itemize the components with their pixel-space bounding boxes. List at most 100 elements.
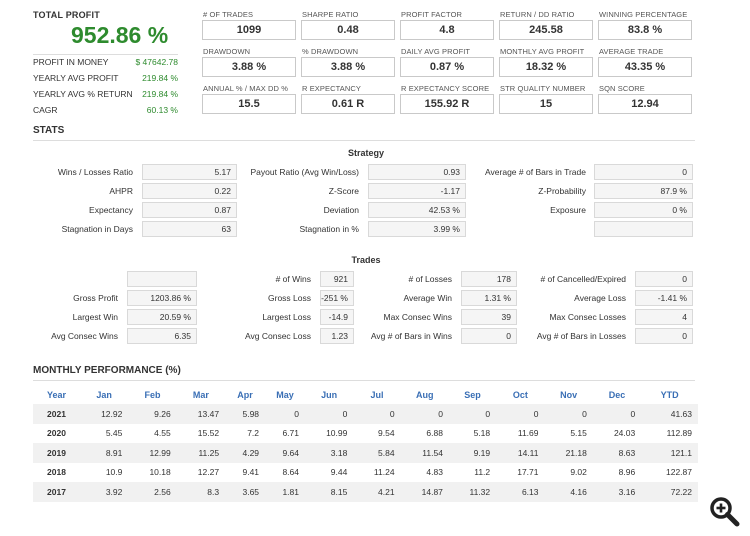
metric-sqn-score: SQN SCORE 12.94 xyxy=(598,84,692,114)
table-cell: 8.91 xyxy=(80,443,129,463)
stat-value: 6.35 xyxy=(127,328,197,344)
metric-value: 3.88 % xyxy=(202,57,296,77)
metric-value: 15.5 xyxy=(202,94,296,114)
table-row: 2021 12.92 9.26 13.47 5.98 0 0 0 0 0 0 0 0 41.63 xyxy=(33,404,698,424)
stat-value: 1203.86 % xyxy=(127,290,197,306)
stat-value: 0 % xyxy=(594,202,693,218)
stat-label: Deviation xyxy=(323,205,359,215)
column-header-apr: Apr xyxy=(237,389,253,400)
table-cell: 4.16 xyxy=(544,482,593,502)
table-cell: 9.44 xyxy=(304,462,354,482)
metric-label: WINNING PERCENTAGE xyxy=(599,10,688,19)
table-cell: 5.15 xyxy=(544,423,593,443)
metric-r-expectancy-score: R EXPECTANCY SCORE 155.92 R xyxy=(400,84,494,114)
table-cell: 9.19 xyxy=(448,443,497,463)
metric-annual-max-dd: ANNUAL % / MAX DD % 15.5 xyxy=(202,84,296,114)
stat-value: 5.17 xyxy=(142,164,237,180)
column-header-aug: Aug xyxy=(415,389,434,400)
metric-value: 12.94 xyxy=(598,94,692,114)
stat-label: Avg # of Bars in Wins xyxy=(370,331,452,341)
metric-label: DRAWDOWN xyxy=(203,47,251,56)
stat-label: Wins / Losses Ratio xyxy=(57,167,133,177)
column-header-oct: Oct xyxy=(512,389,528,400)
stat-label: Average Win xyxy=(403,293,452,303)
table-cell: 0 xyxy=(496,404,545,424)
stat-value: 178 xyxy=(461,271,517,287)
metric-return-dd-ratio: RETURN / DD RATIO 245.58 xyxy=(499,10,593,40)
stats-title: STATS xyxy=(33,125,65,136)
stat-value: -1.17 xyxy=(368,183,466,199)
stat-value: 0.93 xyxy=(368,164,466,180)
table-cell: 5.98 xyxy=(225,404,266,424)
table-row: 2019 8.91 12.99 11.25 4.29 9.64 3.18 5.84 11.54 9… xyxy=(33,443,698,463)
metric-percent-drawdown: % DRAWDOWN 3.88 % xyxy=(301,47,395,77)
table-cell: 3.65 xyxy=(225,482,266,502)
column-header-jun: Jun xyxy=(321,389,338,400)
table-cell: 3.18 xyxy=(304,443,354,463)
table-cell: 121.1 xyxy=(641,443,698,463)
stat-label: Largest Loss xyxy=(262,312,311,322)
divider xyxy=(33,54,178,55)
table-cell: 3.92 xyxy=(80,482,129,502)
stat-value: 0 xyxy=(635,271,693,287)
metric-label: AVERAGE TRADE xyxy=(599,47,664,56)
table-cell: 0 xyxy=(304,404,354,424)
year-cell: 2021 xyxy=(33,404,80,424)
table-cell: 4.83 xyxy=(400,462,449,482)
table-cell: 21.18 xyxy=(544,443,593,463)
stat-label: AHPR xyxy=(109,186,133,196)
cagr-row: CAGR 60.13 % xyxy=(33,105,178,115)
table-cell: 8.96 xyxy=(592,462,642,482)
year-cell: 2020 xyxy=(33,423,80,443)
table-cell: 11.24 xyxy=(353,462,401,482)
column-header-jul: Jul xyxy=(370,389,384,400)
table-cell: 12.99 xyxy=(128,443,177,463)
metric-label: RETURN / DD RATIO xyxy=(500,10,575,19)
table-cell: 9.64 xyxy=(265,443,305,463)
metric-value: 43.35 % xyxy=(598,57,692,77)
stat-label: Stagnation in % xyxy=(299,224,359,234)
monthly-performance-title: MONTHLY PERFORMANCE (%) xyxy=(33,365,181,376)
metric-daily-avg-profit: DAILY AVG PROFIT 0.87 % xyxy=(400,47,494,77)
table-cell: 0 xyxy=(544,404,593,424)
total-profit-label: TOTAL PROFIT xyxy=(33,10,100,20)
kv-value: 60.13 % xyxy=(146,105,178,115)
kv-value: $ 47642.78 xyxy=(135,57,178,67)
table-cell: 6.13 xyxy=(496,482,545,502)
year-cell: 2019 xyxy=(33,443,80,463)
metric-label: STR QUALITY NUMBER xyxy=(500,84,586,93)
kv-label: PROFIT IN MONEY xyxy=(33,57,109,67)
table-cell: 2.56 xyxy=(128,482,177,502)
stat-label: Largest Win xyxy=(72,312,118,322)
magnify-plus-icon[interactable] xyxy=(707,494,741,528)
stat-label: Exposure xyxy=(550,205,586,215)
metric-value: 155.92 R xyxy=(400,94,494,114)
stat-label: Gross Loss xyxy=(268,293,311,303)
stat-value: 87.9 % xyxy=(594,183,693,199)
table-cell: 14.11 xyxy=(496,443,545,463)
stat-label: Expectancy xyxy=(89,205,133,215)
table-cell: 5.18 xyxy=(448,423,497,443)
stat-value: 1.23 xyxy=(320,328,354,344)
table-cell: 17.71 xyxy=(496,462,545,482)
column-header-year: Year xyxy=(46,389,67,400)
table-cell: 11.32 xyxy=(448,482,497,502)
monthly-performance-table: Year Jan Feb Mar Apr May Jun Jul Aug Sep… xyxy=(33,385,698,502)
metric-label: PROFIT FACTOR xyxy=(401,10,463,19)
metric-value: 18.32 % xyxy=(499,57,593,77)
stat-value: -1.41 % xyxy=(635,290,693,306)
yearly-avg-return-row: YEARLY AVG % RETURN 219.84 % xyxy=(33,89,178,99)
stat-value: 4 xyxy=(635,309,693,325)
table-cell: 0 xyxy=(592,404,642,424)
table-cell: 112.89 xyxy=(641,423,698,443)
stat-value: 3.99 % xyxy=(368,221,466,237)
kv-label: YEARLY AVG % RETURN xyxy=(33,89,133,99)
table-cell: 4.21 xyxy=(353,482,401,502)
stat-label: Z-Probability xyxy=(538,186,586,196)
stat-value: -251 % xyxy=(320,290,354,306)
stat-value: 0 xyxy=(635,328,693,344)
table-cell: 11.54 xyxy=(400,443,449,463)
table-cell: 9.02 xyxy=(544,462,593,482)
stat-value: 921 xyxy=(320,271,354,287)
year-cell: 2018 xyxy=(33,462,80,482)
